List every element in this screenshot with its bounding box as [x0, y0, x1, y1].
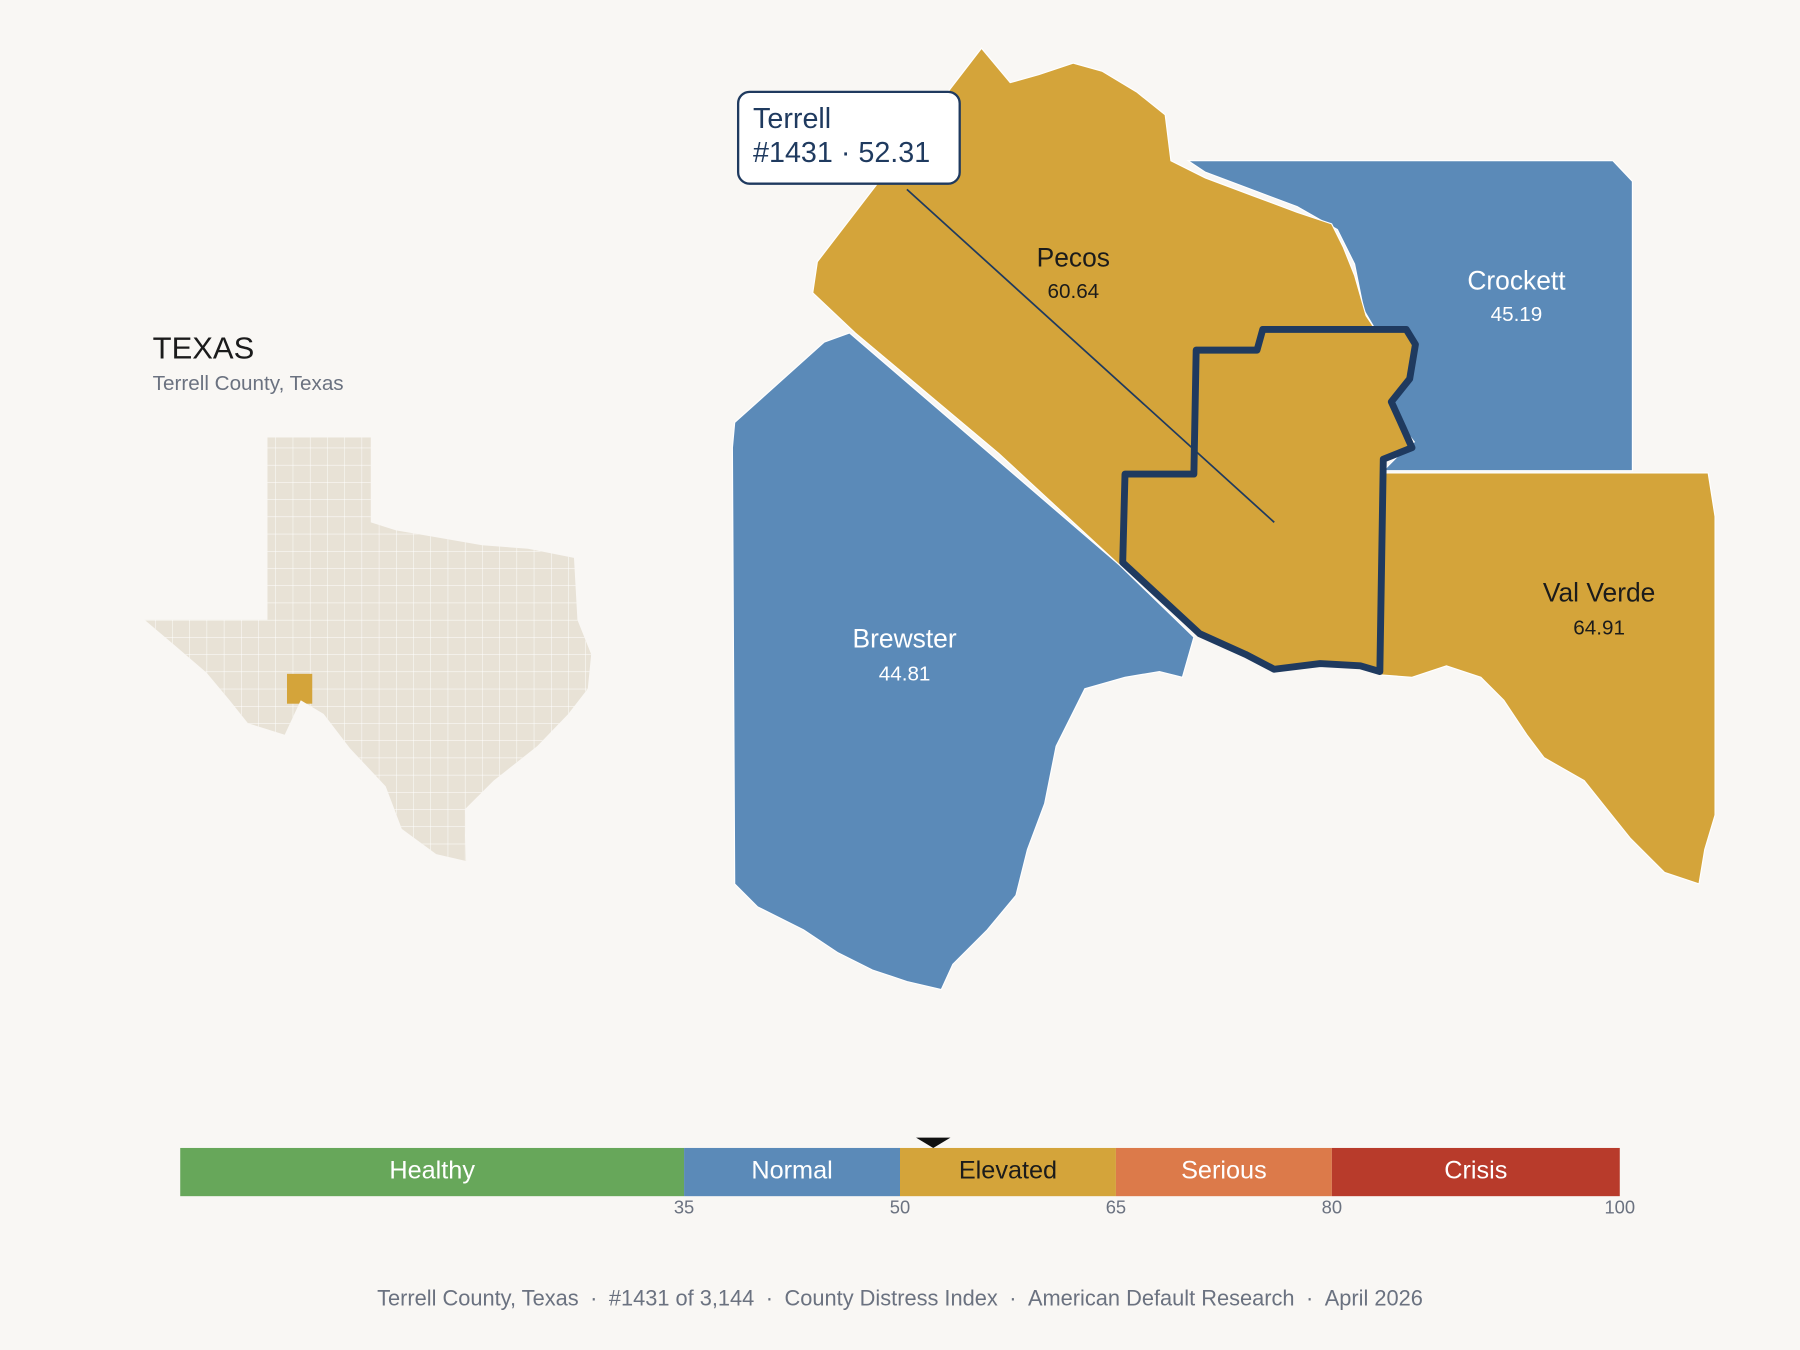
- county-brewster[interactable]: [731, 332, 1195, 991]
- band-label: Elevated: [959, 1157, 1057, 1185]
- scale-band: [684, 1147, 900, 1197]
- footer-part: County Distress Index: [785, 1285, 998, 1310]
- footer-separator: ·: [766, 1285, 773, 1310]
- county-name: Val Verde: [1543, 578, 1655, 608]
- footer: Terrell County, Texas · #1431 of 3,144 · Cou…: [377, 1285, 1423, 1310]
- score-marker: [916, 1137, 951, 1148]
- county-value: 64.91: [1573, 617, 1625, 640]
- footer-part: April 2026: [1325, 1285, 1423, 1310]
- tooltip-rank: #1431: [753, 136, 833, 168]
- scale-band: [180, 1147, 685, 1197]
- scale-band: [1331, 1147, 1620, 1197]
- tooltip-detail: #1431 · 52.31: [753, 136, 930, 168]
- county-name: Crockett: [1467, 265, 1566, 295]
- band-label: Crisis: [1444, 1157, 1507, 1185]
- county-val-verde[interactable]: [1380, 472, 1716, 885]
- footer-part: #1431 of 3,144: [609, 1285, 754, 1310]
- terrell-inset: [286, 673, 313, 704]
- footer-separator: ·: [590, 1285, 597, 1310]
- tooltip-box: [736, 90, 961, 185]
- tooltip-separator: ·: [841, 136, 851, 168]
- scale-tick-label: 80: [1322, 1197, 1342, 1218]
- band-label: Serious: [1181, 1157, 1267, 1185]
- band-label: Normal: [751, 1157, 832, 1185]
- scale-tick-label: 100: [1604, 1197, 1635, 1218]
- inset-title: TEXAS: [153, 330, 255, 365]
- footer-separator: ·: [1009, 1285, 1016, 1310]
- footer-part: Terrell County, Texas: [377, 1285, 579, 1310]
- scale-bar: Healthy Normal Elevated Serious Crisis 35 50 65…: [180, 1137, 1635, 1218]
- leader-line: [906, 188, 1275, 523]
- county-name: Brewster: [853, 624, 957, 654]
- tooltip-score: 52.31: [858, 136, 930, 168]
- scale-tick-label: 35: [674, 1197, 694, 1218]
- tooltip-name: Terrell: [753, 103, 831, 135]
- inset-subtitle: Terrell County, Texas: [153, 372, 344, 395]
- county-name: Pecos: [1037, 242, 1110, 272]
- scale-band: [900, 1147, 1116, 1197]
- footer-part: American Default Research: [1028, 1285, 1295, 1310]
- county-terrell[interactable]: [1119, 326, 1419, 675]
- county-value: 45.19: [1491, 303, 1543, 326]
- footer-separator: ·: [1306, 1285, 1313, 1310]
- scale-tick-label: 50: [890, 1197, 910, 1218]
- band-label: Healthy: [389, 1157, 475, 1185]
- county-value: 60.64: [1047, 280, 1099, 303]
- scale-band: [1115, 1147, 1332, 1197]
- county-value: 44.81: [879, 662, 931, 685]
- scale-tick-label: 65: [1106, 1197, 1126, 1218]
